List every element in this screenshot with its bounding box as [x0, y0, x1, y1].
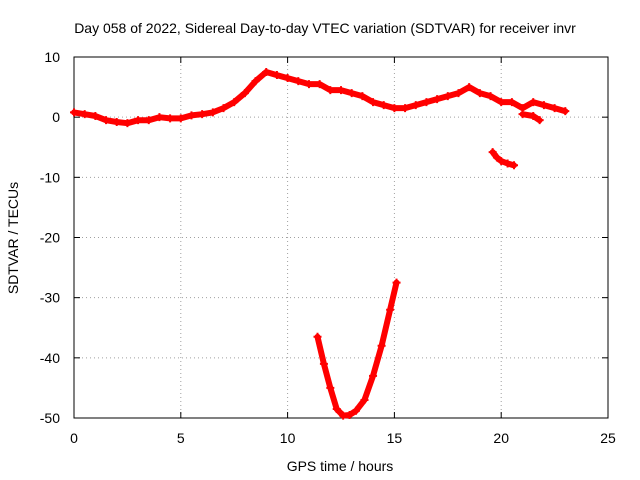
- data-point: [187, 111, 196, 120]
- data-point: [390, 104, 399, 113]
- y-axis-label: SDTVAR / TECUs: [5, 182, 21, 294]
- data-point: [411, 101, 420, 110]
- data-point: [332, 404, 341, 413]
- data-point: [497, 98, 506, 107]
- series-band: [314, 279, 400, 419]
- data-point: [326, 86, 335, 95]
- data-point: [272, 71, 281, 80]
- data-point: [155, 113, 164, 122]
- data-point: [488, 148, 497, 157]
- data-point: [422, 98, 431, 107]
- series-main-trace: [70, 68, 570, 128]
- series-small-segment: [488, 148, 519, 170]
- data-point: [486, 92, 495, 101]
- data-point: [313, 332, 322, 341]
- data-point: [240, 89, 249, 98]
- data-point: [475, 89, 484, 98]
- data-point: [539, 101, 548, 110]
- data-point: [392, 278, 401, 287]
- data-point: [401, 104, 410, 113]
- y-tick-label: 10: [44, 49, 60, 65]
- data-point: [433, 95, 442, 104]
- data-point: [134, 116, 143, 125]
- data-point: [386, 305, 395, 314]
- data-point: [176, 114, 185, 123]
- data-point: [326, 383, 335, 392]
- data-point: [230, 98, 239, 107]
- data-point: [208, 108, 217, 117]
- y-tick-label: 0: [52, 109, 60, 125]
- data-point: [492, 153, 501, 162]
- data-point: [102, 116, 111, 125]
- data-point: [345, 410, 354, 419]
- x-tick-label: 20: [493, 430, 509, 446]
- x-tick-label: 0: [70, 430, 78, 446]
- data-point: [347, 89, 356, 98]
- axis-ticks: 0 5 10 15 20 25 10 0 -10 -20 -30 -40 -50: [40, 49, 616, 446]
- y-tick-label: -10: [40, 169, 60, 185]
- data-point: [112, 117, 121, 126]
- data-point: [144, 116, 153, 125]
- data-point: [518, 110, 527, 119]
- y-tick-label: -20: [40, 230, 60, 246]
- data-point: [219, 104, 228, 113]
- data-point: [454, 89, 463, 98]
- x-tick-label: 5: [177, 430, 185, 446]
- series-secondary-trace: [518, 110, 544, 125]
- data-point: [550, 104, 559, 113]
- x-tick-label: 10: [280, 430, 296, 446]
- x-axis-label: GPS time / hours: [287, 458, 394, 474]
- data-point: [369, 371, 378, 380]
- data-point: [70, 108, 78, 117]
- data-point: [360, 395, 369, 404]
- x-tick-label: 15: [387, 430, 403, 446]
- data-point: [510, 161, 519, 170]
- data-point: [443, 92, 452, 101]
- data-point: [337, 86, 345, 95]
- data-point: [283, 74, 292, 83]
- data-point: [503, 159, 512, 168]
- data-point: [304, 80, 313, 89]
- data-point: [561, 107, 570, 116]
- data-point: [198, 110, 207, 119]
- data-point: [251, 77, 260, 86]
- data-point: [351, 406, 360, 415]
- data-point: [379, 101, 388, 110]
- data-point: [369, 98, 378, 107]
- x-tick-label: 25: [600, 430, 616, 446]
- data-point: [91, 111, 100, 120]
- data-point: [319, 359, 328, 368]
- data-point: [465, 83, 474, 92]
- data-point: [529, 111, 538, 120]
- data-point: [529, 98, 538, 107]
- data-point: [80, 110, 89, 119]
- y-tick-label: -30: [40, 290, 60, 306]
- y-tick-label: -40: [40, 350, 60, 366]
- data-point: [166, 114, 175, 123]
- data-point: [507, 98, 516, 107]
- data-point: [377, 341, 386, 350]
- data-point: [358, 92, 367, 101]
- series-v-dip: [313, 278, 401, 420]
- series-layer: [70, 68, 570, 420]
- data-point: [535, 116, 544, 125]
- chart-title: Day 058 of 2022, Sidereal Day-to-day VTE…: [74, 20, 576, 36]
- data-point: [262, 68, 271, 77]
- data-point: [294, 77, 303, 86]
- data-point: [123, 119, 132, 128]
- data-point: [315, 80, 324, 89]
- data-point: [497, 157, 506, 166]
- y-tick-label: -50: [40, 410, 60, 426]
